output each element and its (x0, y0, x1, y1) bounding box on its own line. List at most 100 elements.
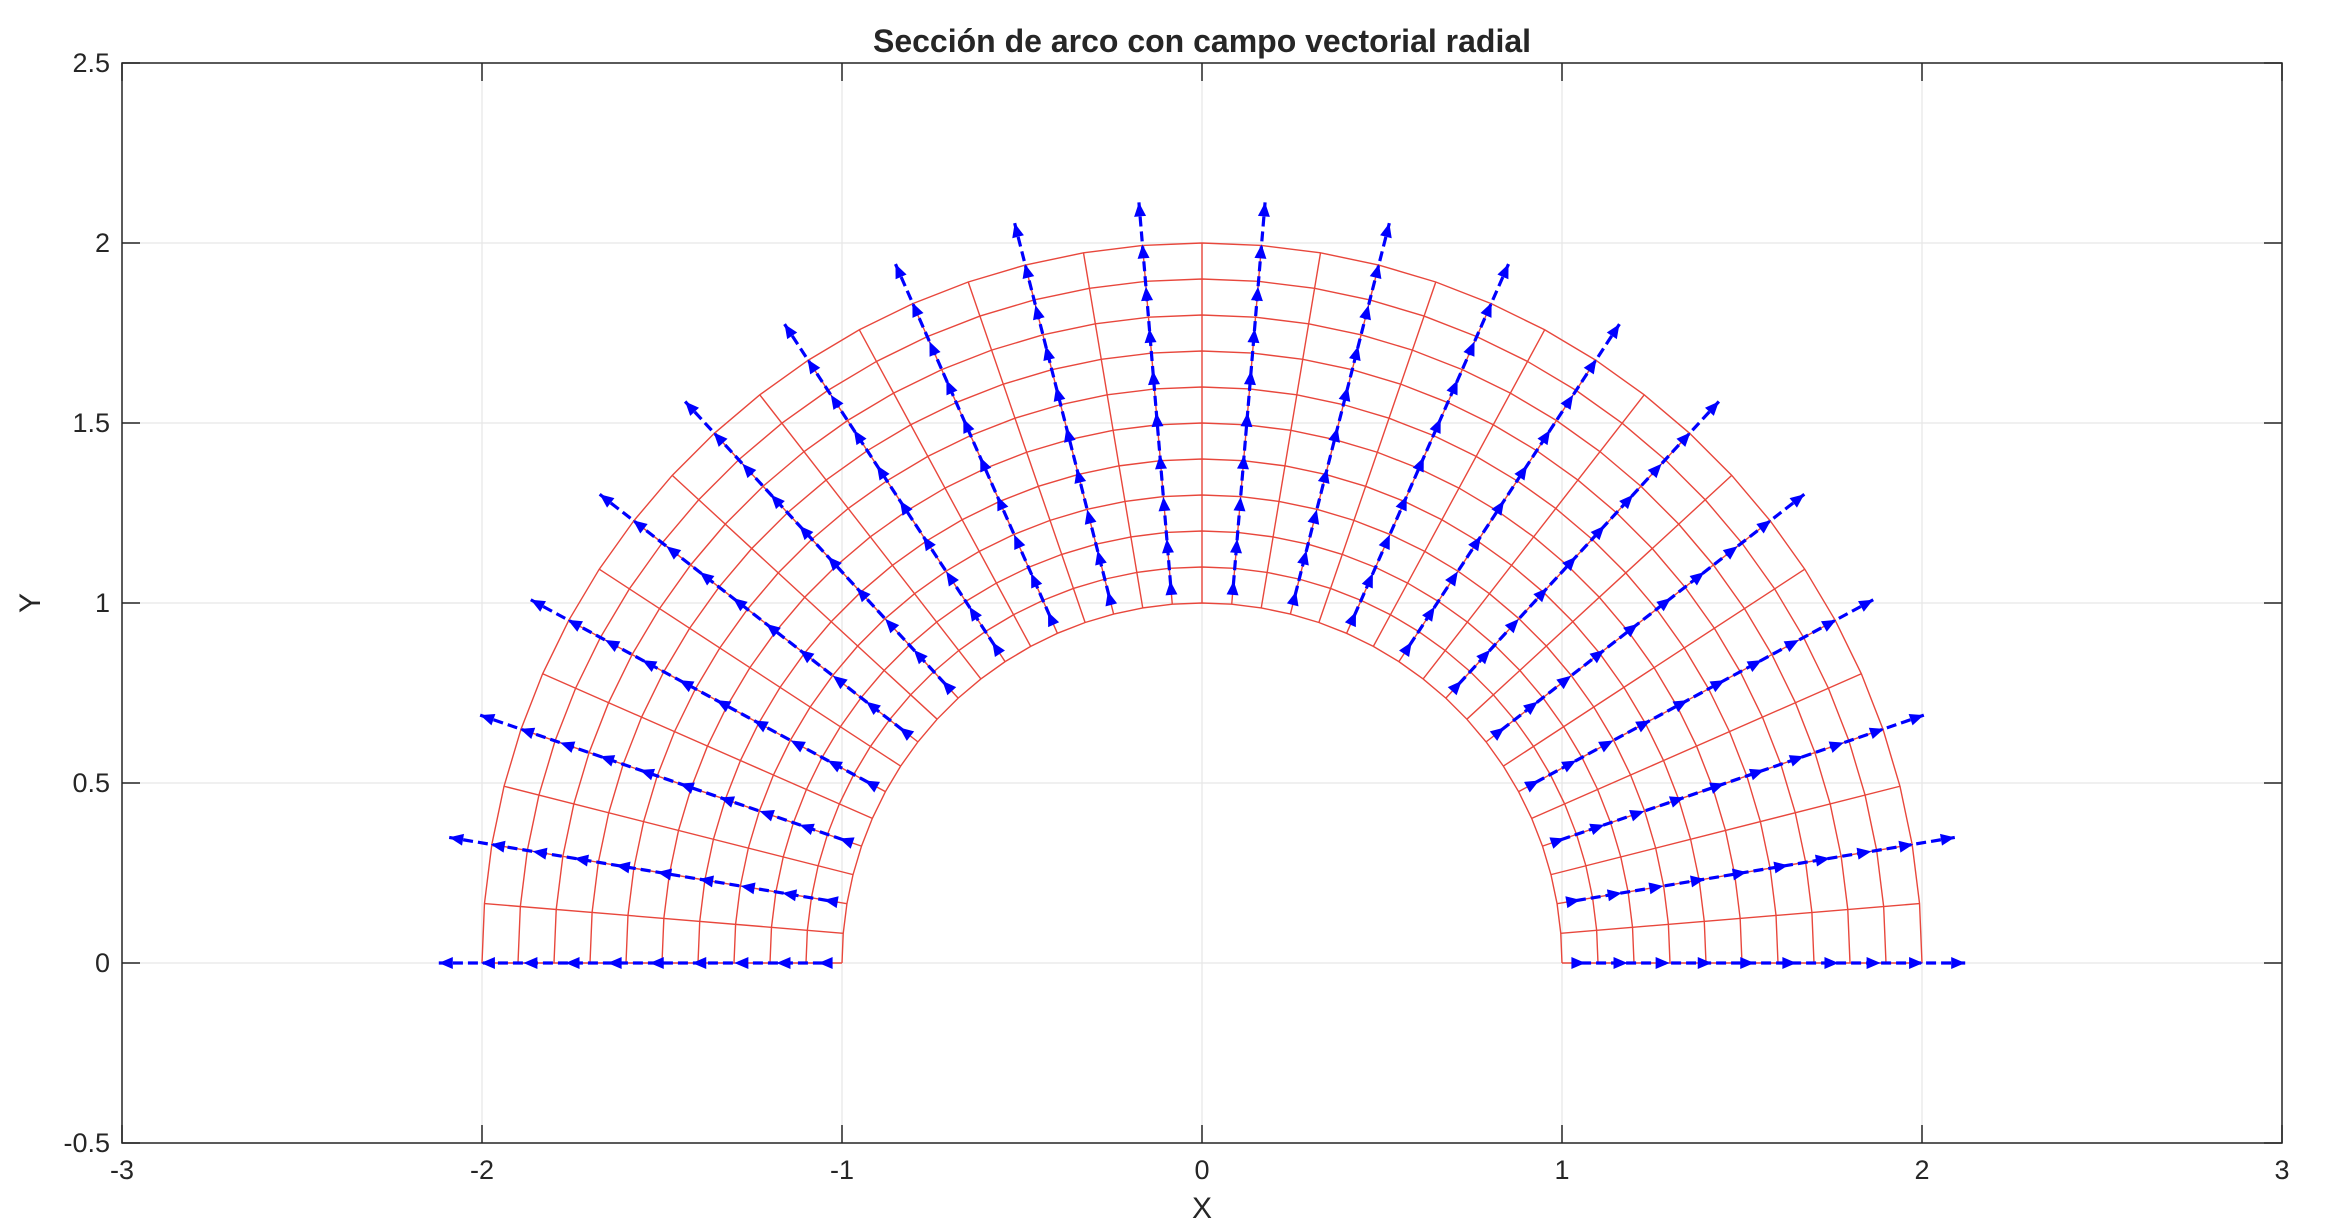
vector-arrowhead (713, 432, 728, 447)
vector-arrowhead (753, 720, 769, 733)
vector-arrowhead (1858, 599, 1874, 612)
vector-arrowhead (1148, 370, 1161, 386)
vector-arrowhead (1105, 591, 1118, 607)
vector-arrowhead (480, 714, 496, 726)
vector-arrowhead (1560, 394, 1574, 410)
vector-arrowhead (1656, 597, 1672, 612)
vector-shaft (783, 323, 996, 647)
vector-arrowhead (1446, 380, 1458, 396)
vector-arrowhead (827, 556, 842, 572)
vector-shaft (1013, 222, 1111, 596)
mesh-spoke (1422, 394, 1645, 680)
vector-arrowhead (1533, 587, 1548, 603)
x-tick-label: 1 (1554, 1155, 1569, 1185)
vector-arrowhead (1783, 640, 1799, 652)
vector-arrowhead (532, 847, 548, 860)
mesh-spoke (503, 785, 854, 876)
vector-arrowhead (1053, 386, 1066, 402)
vector-arrowhead (1856, 847, 1872, 860)
vector-arrowhead (666, 546, 682, 560)
vector-arrowhead (1709, 782, 1725, 794)
vector-arrowhead (1689, 572, 1705, 586)
vector-arrowhead (1247, 328, 1260, 344)
vector-arrowhead (1561, 760, 1577, 773)
vector-arrowhead (876, 465, 890, 481)
vector-arrowhead (799, 823, 815, 836)
vector-arrowhead (1562, 556, 1577, 572)
vector-arrowhead (1476, 649, 1491, 665)
vector-shaft (1534, 598, 1874, 784)
vector-arrowhead (1031, 573, 1043, 589)
y-tick-label: 0 (95, 948, 110, 978)
vector-arrowhead (1524, 780, 1540, 793)
vector-arrowhead (574, 854, 589, 867)
vector-arrowhead (1898, 840, 1914, 853)
vector-arrowhead (1815, 854, 1830, 867)
vector-arrowhead (1257, 202, 1270, 217)
vector-arrowhead (1141, 286, 1154, 302)
vector-arrowhead (679, 680, 695, 693)
vector-shaft (1500, 493, 1806, 732)
vector-arrowhead (1722, 546, 1738, 560)
vector-arrowhead (1243, 370, 1256, 386)
vector-ray (1134, 202, 1178, 596)
mesh-spoke (967, 281, 1086, 623)
vector-arrowhead (1514, 465, 1528, 481)
vector-arrowhead (1571, 957, 1586, 969)
vector-arrowhead (1369, 263, 1382, 280)
vector-arrowhead (1549, 837, 1565, 849)
vector-shaft (1560, 713, 1925, 842)
y-tick-label: 1.5 (72, 408, 110, 438)
vector-ray (1565, 833, 1956, 909)
vector-arrowhead (1589, 823, 1605, 836)
vector-arrowhead (1480, 302, 1492, 318)
mesh-spoke (598, 568, 902, 767)
vector-arrowhead (480, 957, 495, 969)
vector-ray (1399, 323, 1621, 658)
vector-arrowhead (1399, 642, 1412, 658)
vector-arrowhead (685, 401, 700, 416)
vector-arrowhead (1565, 896, 1581, 909)
vector-arrowhead (784, 324, 798, 340)
vector-arrowhead (1491, 500, 1505, 516)
vector-arrowhead (853, 430, 867, 446)
vector-shaft (598, 493, 904, 732)
vector-arrowhead (565, 957, 580, 969)
vector-arrowhead (1619, 494, 1634, 510)
vector-ray (1549, 713, 1925, 849)
vector-arrowhead (1782, 957, 1797, 969)
vector-arrowhead (1158, 496, 1171, 512)
vector-arrowhead (1022, 263, 1035, 280)
vector-arrowhead (1236, 454, 1249, 470)
mesh-spoke (1502, 568, 1806, 767)
vector-arrowhead (1668, 796, 1685, 808)
vector-arrowhead (1731, 868, 1747, 881)
vector-arrowhead (1598, 740, 1614, 753)
vector-arrowhead (1317, 468, 1330, 484)
vector-arrowhead (1655, 957, 1670, 969)
vector-shaft (448, 835, 829, 903)
vector-arrowhead (449, 833, 464, 846)
vector-arrowhead (600, 755, 616, 767)
vector-arrowhead (719, 796, 736, 808)
vector-ray (1571, 957, 1966, 969)
vector-arrowhead (1048, 611, 1060, 628)
vector-arrowhead (1254, 244, 1267, 259)
vector-shaft (479, 713, 844, 842)
vector-arrowhead (885, 618, 900, 634)
vector-arrowhead (856, 587, 871, 603)
vector-ray (1447, 400, 1721, 696)
vector-arrowhead (980, 457, 992, 473)
vector-arrowhead (1012, 223, 1024, 239)
x-tick-label: -3 (110, 1155, 134, 1185)
vector-arrowhead (692, 957, 707, 969)
chart-title: Sección de arco con campo vectorial radi… (873, 23, 1531, 59)
mesh-spoke (759, 394, 982, 680)
vector-shaft (894, 263, 1052, 617)
vector-arrowhead (523, 957, 538, 969)
vector-ray (530, 598, 880, 793)
vector-arrowhead (1361, 573, 1373, 589)
x-tick-label: 0 (1194, 1155, 1209, 1185)
vector-arrowhead (1084, 509, 1097, 525)
vector-arrowhead (1756, 520, 1772, 534)
